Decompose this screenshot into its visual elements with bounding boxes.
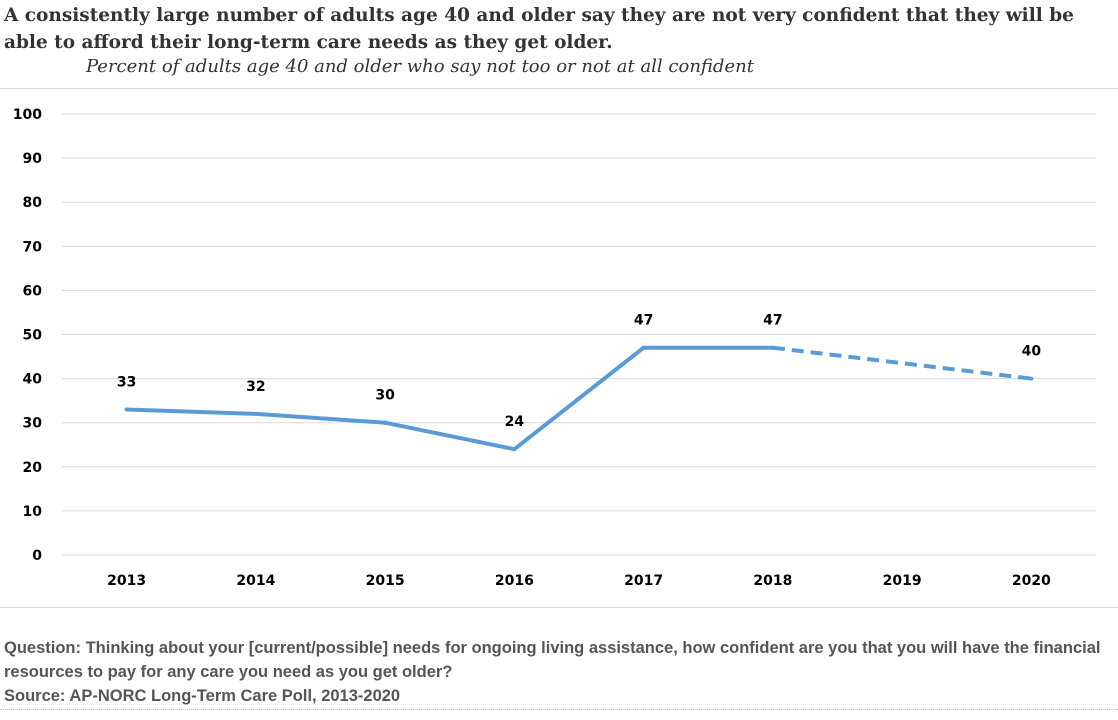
series-line-dashed — [772, 345, 1032, 381]
data-point-2018 — [770, 345, 775, 350]
x-tick-label: 2014 — [236, 573, 275, 589]
chart-subtitle: Percent of adults age 40 and older who s… — [86, 56, 754, 77]
data-label-2017: 47 — [634, 313, 653, 329]
data-point-2020 — [1029, 376, 1034, 381]
data-point-2016 — [512, 447, 517, 452]
data-point-2014 — [253, 411, 258, 416]
data-point-2017 — [641, 345, 646, 350]
x-tick-label: 2016 — [495, 573, 534, 589]
x-tick-label: 2019 — [883, 573, 922, 589]
chart-title: A consistently large number of adults ag… — [4, 5, 1074, 53]
y-tick-label: 0 — [32, 548, 42, 564]
data-label-2015: 30 — [375, 388, 395, 404]
y-tick-label: 30 — [23, 416, 43, 432]
data-point-2015 — [383, 420, 388, 425]
series-line-solid — [126, 345, 773, 452]
x-tick-label: 2017 — [624, 573, 663, 589]
x-tick-label: 2015 — [366, 573, 405, 589]
question-note: Question: Thinking about your [current/p… — [4, 639, 1101, 681]
x-tick-label: 2020 — [1012, 573, 1051, 589]
y-tick-label: 20 — [23, 460, 43, 476]
y-tick-label: 10 — [23, 504, 43, 520]
x-tick-label: 2018 — [753, 573, 792, 589]
y-tick-label: 90 — [23, 151, 43, 167]
bottom-divider — [0, 709, 1118, 710]
line-chart: 0 10 20 30 40 50 60 70 80 90 100 2013 2014 2015 2016 20… — [13, 107, 1096, 589]
y-tick-label: 100 — [13, 107, 42, 123]
data-label-2020: 40 — [1022, 344, 1042, 360]
x-tick-label: 2013 — [107, 573, 146, 589]
data-label-2018: 47 — [763, 313, 782, 329]
chart-frame — [0, 88, 1118, 608]
data-point-2013 — [124, 407, 129, 412]
y-tick-label: 60 — [23, 283, 43, 299]
y-tick-label: 80 — [23, 195, 43, 211]
data-label-2016: 24 — [505, 414, 525, 430]
y-tick-label: 70 — [23, 239, 43, 255]
data-label-2014: 32 — [246, 379, 265, 395]
data-label-2013: 33 — [117, 374, 136, 390]
source-note: Source: AP-NORC Long-Term Care Poll, 201… — [4, 687, 401, 705]
y-tick-label: 40 — [23, 372, 43, 388]
y-tick-label: 50 — [23, 328, 43, 344]
chart-footer: Question: Thinking about your [current/p… — [4, 636, 1116, 708]
